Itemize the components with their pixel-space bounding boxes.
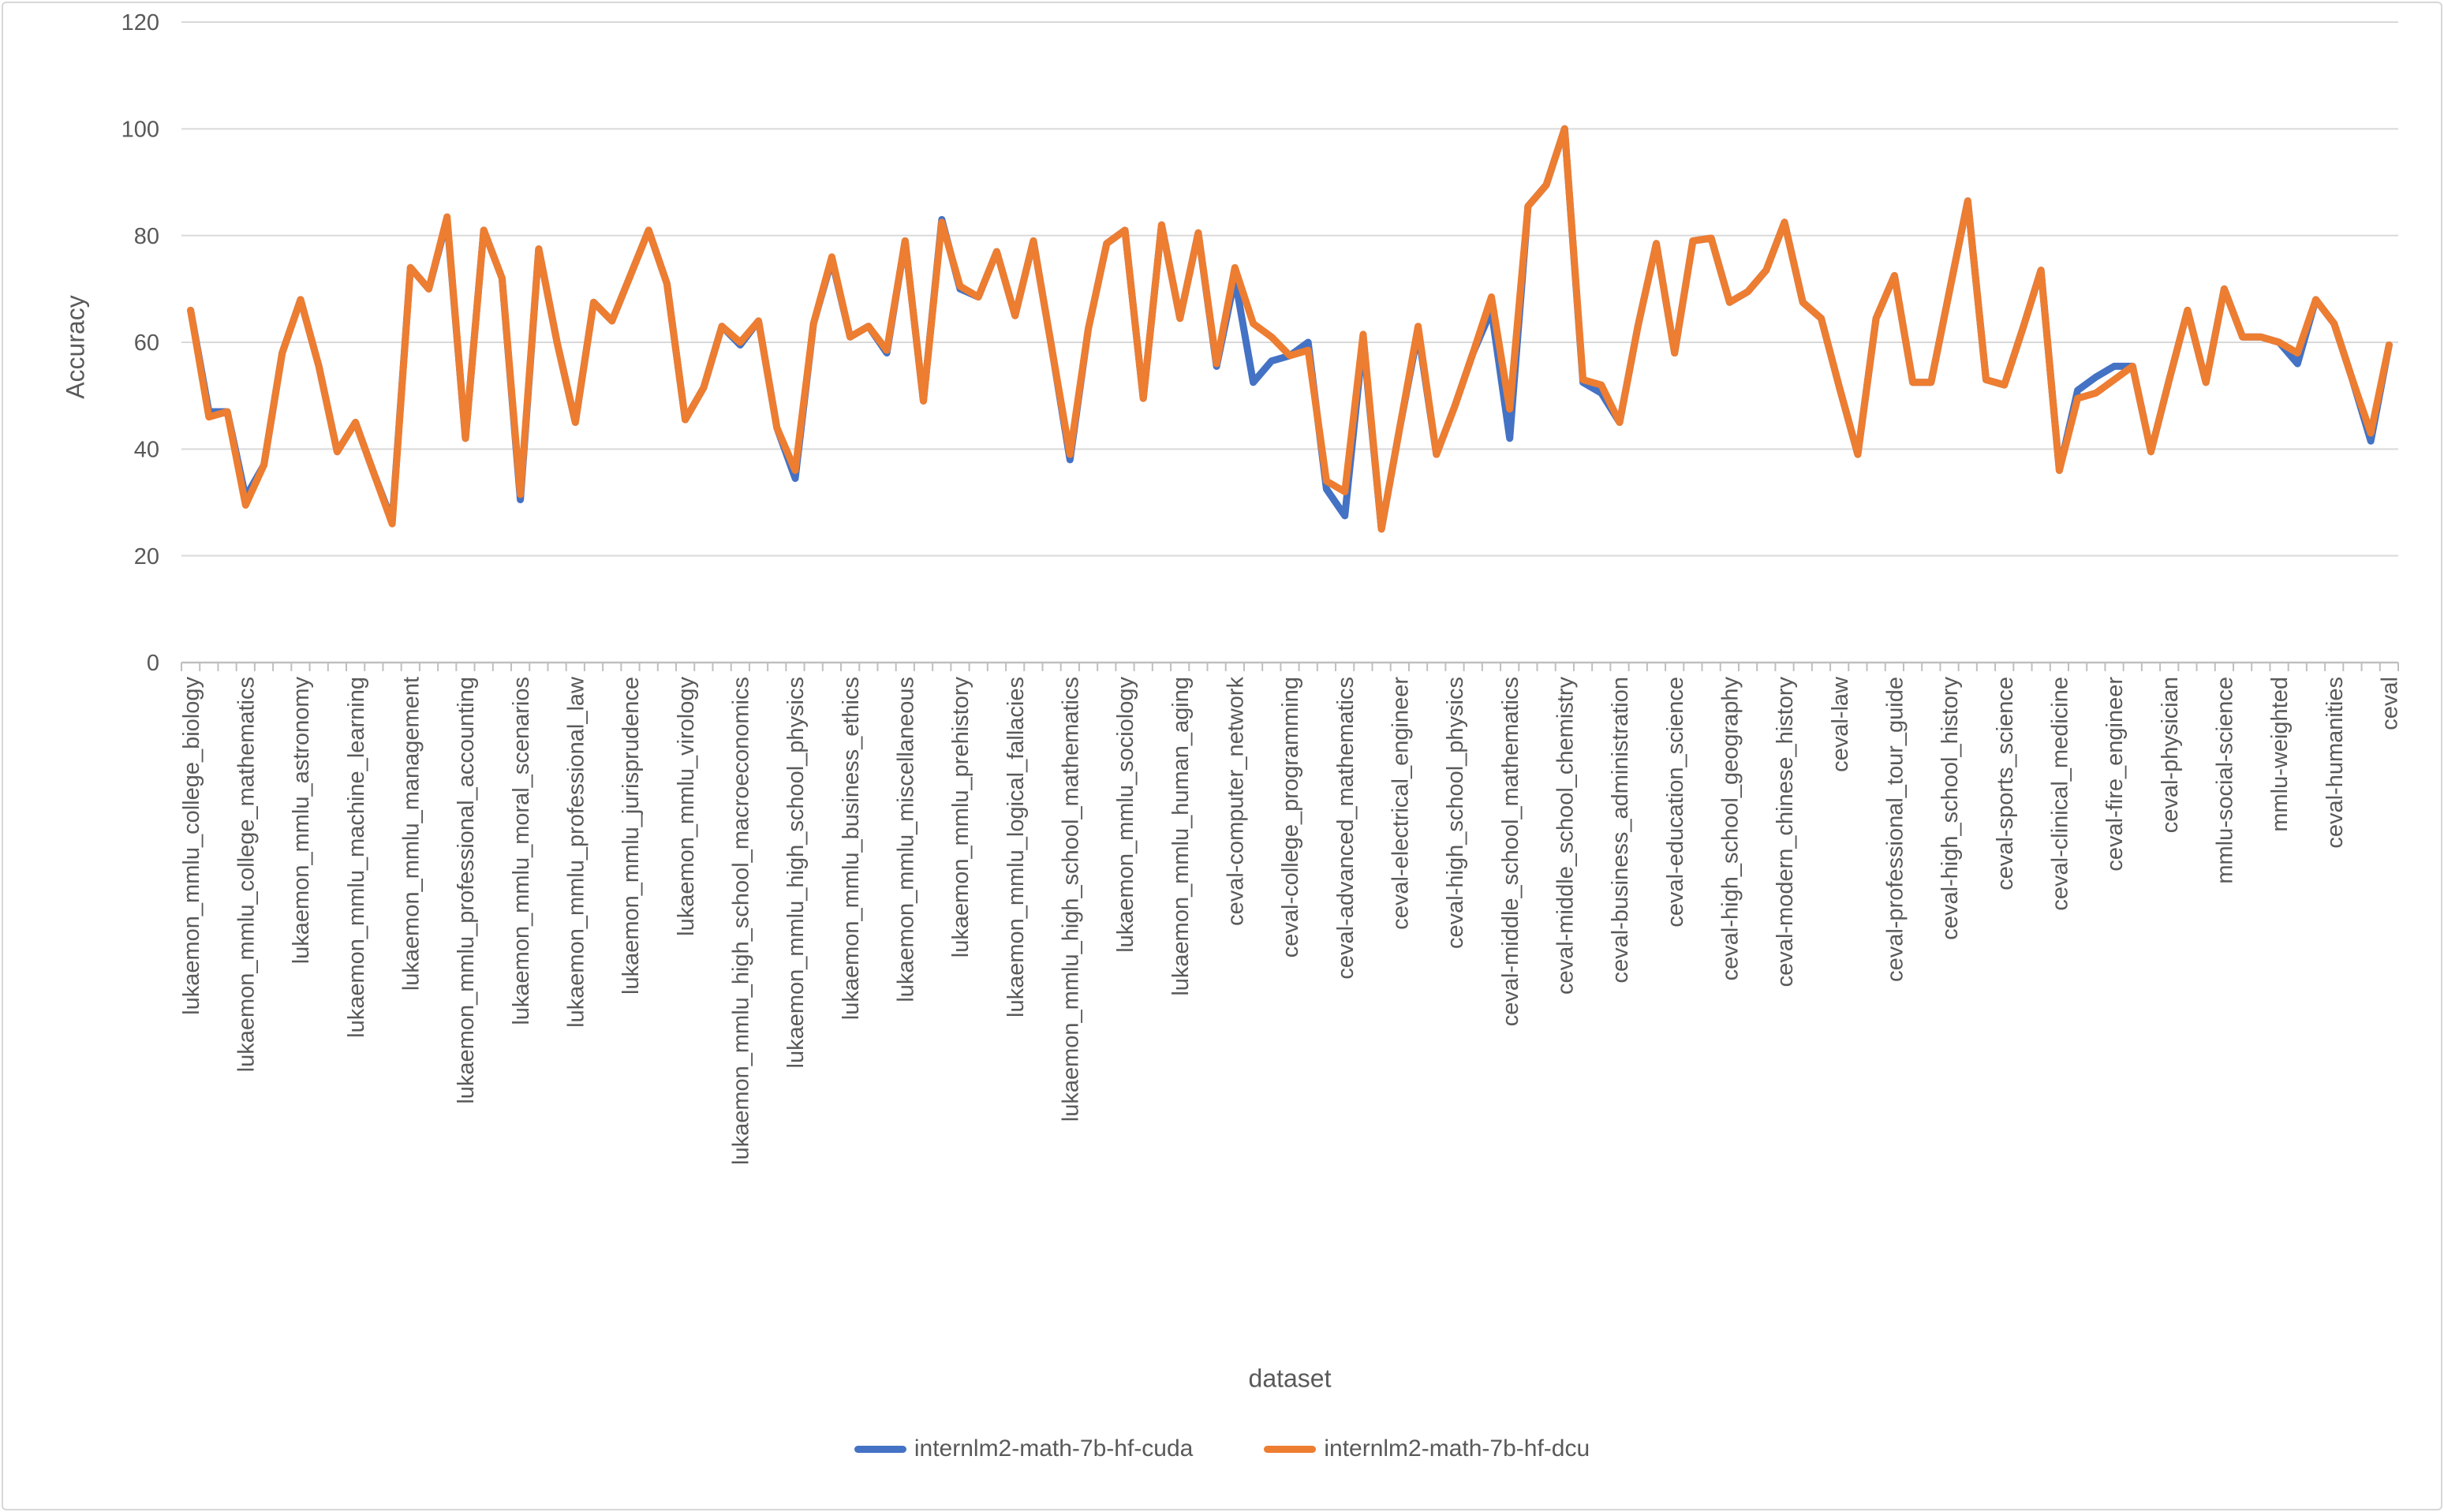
series-line-dcu <box>187 125 2393 533</box>
legend-swatch-cuda <box>854 1445 906 1453</box>
x-tick-label: ceval-clinical_medicine <box>2048 677 2073 911</box>
x-tick-label: ceval-humanities <box>2323 677 2348 849</box>
y-tick-label: 0 <box>147 651 159 676</box>
x-axis <box>181 661 2399 671</box>
y-axis-title: Accuracy <box>61 295 90 399</box>
y-tick-label: 120 <box>121 10 159 35</box>
x-tick-label: lukaemon_mmlu_sociology <box>1113 677 1138 953</box>
x-tick-label: ceval-fire_engineer <box>2102 677 2128 872</box>
x-tick-label: ceval-education_science <box>1663 677 1688 928</box>
x-tick-label: ceval <box>2378 677 2403 730</box>
x-tick-label: ceval-modern_chinese_history <box>1773 677 1798 987</box>
x-tick-label: lukaemon_mmlu_high_school_macroeconomics <box>728 677 753 1165</box>
x-tick-label: ceval-physician <box>2158 677 2183 833</box>
y-axis-tick-labels: 0 20 40 60 80 100 120 <box>121 10 159 676</box>
x-tick-label: ceval-high_school_physics <box>1443 677 1468 949</box>
y-tick-label: 60 <box>134 330 159 356</box>
x-tick-label: lukaemon_mmlu_jurisprudence <box>618 677 644 995</box>
x-axis-tick-labels: lukaemon_mmlu_college_biology lukaemon_mm… <box>179 676 2403 1165</box>
x-tick-label: ceval-high_school_history <box>1938 677 1963 940</box>
x-tick-label: lukaemon_mmlu_machine_learning <box>344 677 369 1038</box>
x-tick-label: mmlu-weighted <box>2267 677 2293 832</box>
x-tick-label: lukaemon_mmlu_management <box>398 677 424 991</box>
y-tick-label: 20 <box>134 544 159 569</box>
legend-label-dcu: internlm2-math-7b-hf-dcu <box>1324 1435 1590 1462</box>
y-tick-label: 100 <box>121 117 159 142</box>
x-tick-label: ceval-sports_science <box>1993 677 2018 890</box>
x-tick-label: lukaemon_mmlu_high_school_mathematics <box>1058 677 1083 1122</box>
legend-swatch-dcu <box>1264 1445 1317 1453</box>
y-tick-label: 80 <box>134 224 159 249</box>
gridlines <box>181 21 2398 557</box>
x-tick-label: lukaemon_mmlu_virology <box>674 677 699 936</box>
x-tick-label: lukaemon_mmlu_prehistory <box>948 677 973 958</box>
x-tick-label: ceval-law <box>1828 676 1853 772</box>
x-tick-label: lukaemon_mmlu_human_aging <box>1168 677 1194 996</box>
legend-item-cuda: internlm2-math-7b-hf-cuda <box>854 1435 1193 1462</box>
x-tick-label: mmlu-social-science <box>2213 677 2238 884</box>
x-tick-label: ceval-college_programming <box>1278 677 1303 958</box>
x-tick-label: lukaemon_mmlu_professional_accounting <box>454 677 479 1104</box>
x-axis-title: dataset <box>1248 1364 1332 1393</box>
y-tick-label: 40 <box>134 437 159 462</box>
x-tick-label: ceval-electrical_engineer <box>1388 677 1413 930</box>
x-tick-label: lukaemon_mmlu_business_ethics <box>839 677 864 1020</box>
x-tick-label: lukaemon_mmlu_logical_fallacies <box>1003 677 1029 1017</box>
x-tick-label: lukaemon_mmlu_high_school_physics <box>783 677 809 1069</box>
x-tick-label: ceval-computer_network <box>1223 677 1248 926</box>
x-tick-label: lukaemon_mmlu_astronomy <box>289 677 314 965</box>
x-tick-label: lukaemon_mmlu_miscellaneous <box>893 677 918 1002</box>
x-tick-label: ceval-business_administration <box>1608 677 1633 983</box>
legend-item-dcu: internlm2-math-7b-hf-dcu <box>1264 1435 1590 1462</box>
x-tick-label: ceval-middle_school_chemistry <box>1553 677 1578 995</box>
legend: internlm2-math-7b-hf-cuda internlm2-math… <box>0 1435 2444 1462</box>
x-tick-label: ceval-high_school_geography <box>1718 677 1743 981</box>
x-tick-label: lukaemon_mmlu_moral_scenarios <box>509 677 534 1025</box>
x-tick-label: lukaemon_mmlu_college_biology <box>179 677 204 1015</box>
legend-label-cuda: internlm2-math-7b-hf-cuda <box>914 1435 1194 1462</box>
x-tick-label: ceval-middle_school_mathematics <box>1498 677 1523 1026</box>
x-tick-label: ceval-professional_tour_guide <box>1883 677 1908 982</box>
x-tick-label: ceval-advanced_mathematics <box>1333 677 1358 980</box>
x-tick-label: lukaemon_mmlu_professional_law <box>563 676 589 1028</box>
x-tick-label: lukaemon_mmlu_college_mathematics <box>234 677 259 1072</box>
